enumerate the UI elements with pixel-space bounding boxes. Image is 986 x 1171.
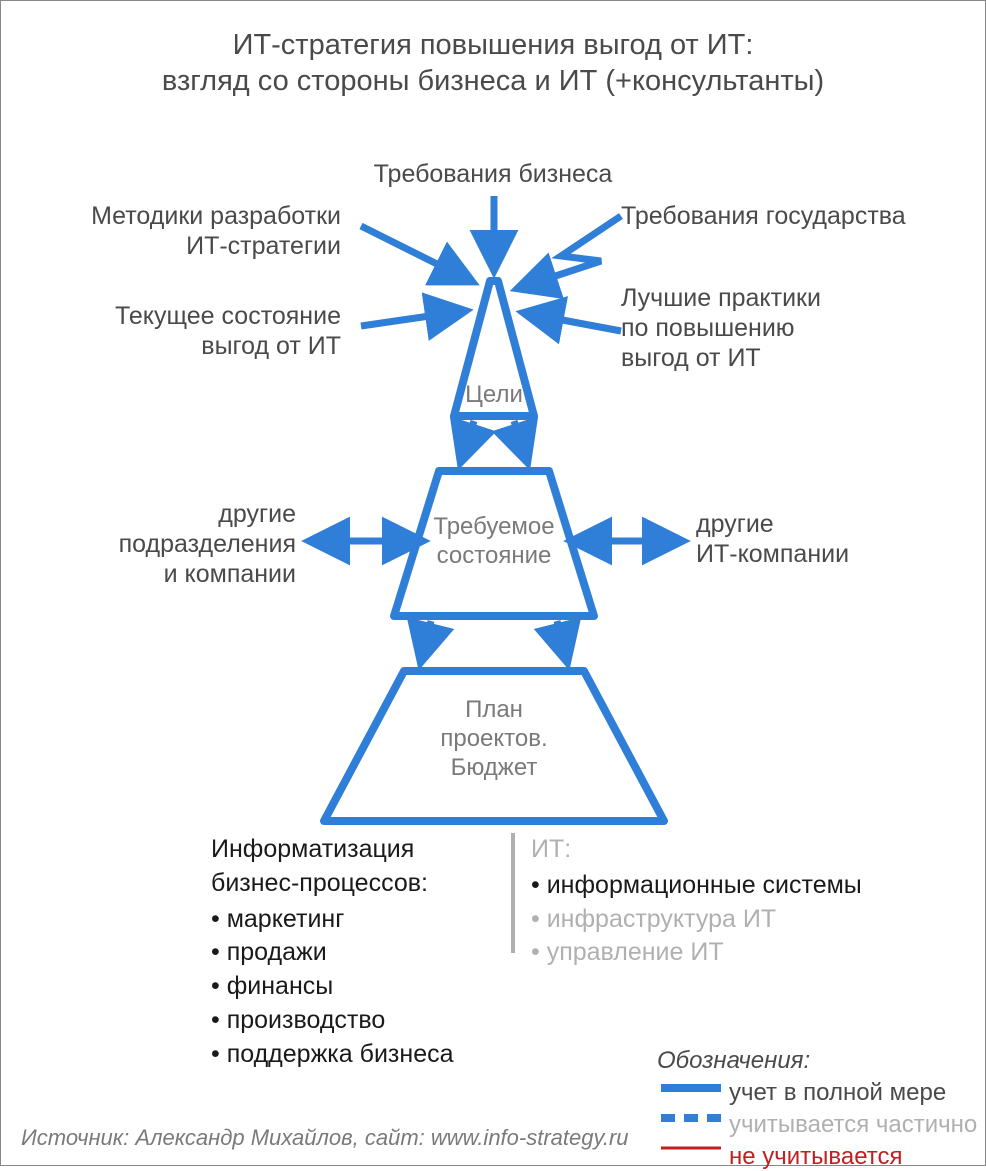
arrow-methods: [361, 226, 471, 281]
diagram-frame: ИТ-стратегия повышения выгод от ИТ: взгл…: [0, 0, 986, 1166]
arrow-gov-req: [519, 216, 621, 288]
footer-col-right: ИТ: информационные системы инфраструктур…: [531, 833, 871, 1071]
legend-text-full: учет в полной мере: [729, 1079, 946, 1107]
pyramid-label-1: Цели: [444, 381, 544, 410]
footer-left-item: поддержка бизнеса: [211, 1038, 491, 1072]
input-arrows: [361, 196, 621, 331]
legend-row-full: учет в полной мере: [657, 1079, 977, 1107]
side-label-left: другие подразделения и компании: [61, 499, 296, 589]
legend-row-partial: учитывается частично: [657, 1111, 977, 1139]
input-label-left: Текущее состояние выгод от ИТ: [21, 301, 341, 361]
footer-divider: [511, 833, 515, 953]
footer-right-item: управление ИТ: [531, 936, 871, 970]
footer-right-item: инфраструктура ИТ: [531, 903, 871, 937]
source-credit: Источник: Александр Михайлов, сайт: www.…: [21, 1125, 629, 1151]
arrow-current-state: [361, 311, 464, 326]
pyramid-label-3: План проектов. Бюджет: [394, 696, 594, 782]
side-label-right: другие ИТ-компании: [696, 509, 956, 569]
legend-title: Обозначения:: [657, 1047, 977, 1075]
arrow-l2-l3-left: [421, 621, 431, 661]
footer-left-item: финансы: [211, 970, 491, 1004]
footer-left-header: Информатизация бизнес-процессов:: [211, 833, 491, 901]
footer-columns: Информатизация бизнес-процессов: маркети…: [211, 833, 871, 1071]
footer-right-header: ИТ:: [531, 833, 871, 867]
input-label-top-left: Методики разработки ИТ-стратегии: [21, 201, 341, 261]
arrow-best-practices: [525, 313, 621, 331]
footer-right-list: информационные системы инфраструктура ИТ…: [531, 869, 871, 970]
footer-left-item: маркетинг: [211, 903, 491, 937]
legend-text-none: не учитывается: [729, 1143, 903, 1171]
pyramid-label-2: Требуемое состояние: [409, 513, 579, 571]
arrow-l2-l3-right: [557, 621, 567, 661]
arrow-l1-l2-right: [514, 421, 527, 461]
legend-text-partial: учитывается частично: [729, 1111, 977, 1139]
input-label-top: Требования бизнеса: [1, 159, 985, 189]
footer-right-item: информационные системы: [531, 869, 871, 903]
footer-left-item: производство: [211, 1004, 491, 1038]
input-label-top-right: Требования государства: [621, 201, 961, 231]
footer-col-left: Информатизация бизнес-процессов: маркети…: [211, 833, 491, 1071]
footer-left-item: продажи: [211, 936, 491, 970]
legend: Обозначения: учет в полной мере учитывае…: [657, 1047, 977, 1171]
arrow-l1-l2-left: [461, 421, 474, 461]
legend-row-none: не учитывается: [657, 1143, 977, 1171]
footer-left-list: маркетинг продажи финансы производство п…: [211, 903, 491, 1072]
input-label-right: Лучшие практики по повышению выгод от ИТ: [621, 283, 961, 373]
